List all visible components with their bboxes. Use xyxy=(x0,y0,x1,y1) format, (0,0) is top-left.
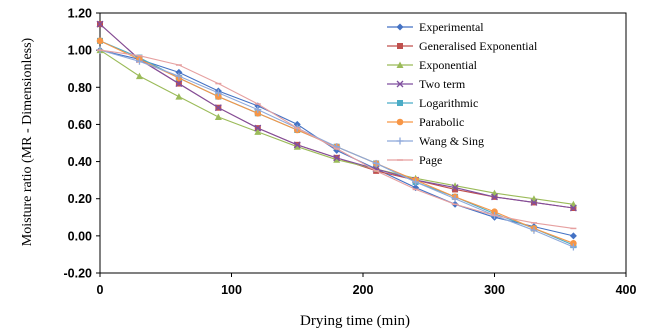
legend-item: Page xyxy=(387,153,442,167)
x-tick-label: 0 xyxy=(97,283,104,297)
data-point xyxy=(333,156,341,163)
legend-label: Two term xyxy=(419,77,466,91)
legend-label: Experimental xyxy=(419,20,484,34)
data-point xyxy=(254,106,262,114)
legend: Experimental Generalised Exponential Expon… xyxy=(387,20,538,167)
data-point xyxy=(372,159,380,167)
data-point xyxy=(452,186,459,193)
legend-item: Parabolic xyxy=(387,115,464,129)
data-point xyxy=(135,72,143,80)
data-point xyxy=(175,68,183,76)
data-point xyxy=(396,137,404,145)
data-point xyxy=(396,61,404,68)
data-point xyxy=(254,124,262,132)
series-line xyxy=(99,49,574,229)
data-point xyxy=(175,80,183,88)
data-point xyxy=(254,109,262,117)
data-point xyxy=(175,93,183,100)
y-tick-label: 1.20 xyxy=(68,7,92,21)
data-point xyxy=(293,141,301,149)
data-point xyxy=(569,232,577,240)
data-point xyxy=(214,104,222,112)
data-point xyxy=(530,198,538,206)
data-point xyxy=(175,72,183,80)
axes: -0.20 0.00 0.20 0.40 0.60 0.80 1.00 1.20 0 100 200… xyxy=(64,7,637,298)
data-point xyxy=(569,204,577,212)
x-tick-label: 300 xyxy=(484,283,505,297)
legend-label: Parabolic xyxy=(419,115,464,129)
data-point xyxy=(293,143,301,150)
legend-label: Exponential xyxy=(419,58,478,72)
data-point xyxy=(530,226,538,234)
data-point xyxy=(397,43,403,49)
data-point xyxy=(333,154,341,162)
x-axis-title: Drying time (min) xyxy=(300,313,410,329)
series-exponential xyxy=(96,46,577,208)
y-tick-label: 0.00 xyxy=(68,229,92,243)
data-point xyxy=(96,37,104,45)
data-point xyxy=(451,184,459,192)
y-tick-label: -0.20 xyxy=(64,267,93,281)
series-line xyxy=(99,49,574,237)
data-point xyxy=(451,195,459,203)
x-tick-label: 200 xyxy=(353,283,374,297)
data-point xyxy=(570,239,577,247)
series-experimental xyxy=(96,46,577,240)
data-point xyxy=(396,118,404,126)
y-axis-title: Moisture ratio (MR - Dimensionless) xyxy=(20,37,35,246)
legend-item: Exponential xyxy=(387,58,478,72)
data-point xyxy=(412,178,420,186)
legend-item: Logarithmic xyxy=(387,96,478,110)
data-point xyxy=(491,193,498,201)
series-page xyxy=(97,49,577,230)
series-line xyxy=(99,40,574,244)
legend-item: Wang & Sing xyxy=(387,134,484,148)
data-point xyxy=(214,89,222,97)
legend-item: Two term xyxy=(387,77,466,91)
series-layer xyxy=(96,20,577,251)
legend-label: Logarithmic xyxy=(419,96,478,110)
data-point xyxy=(293,120,301,128)
data-point xyxy=(254,128,262,135)
data-point xyxy=(396,23,404,31)
x-tick-label: 400 xyxy=(616,283,637,297)
data-point xyxy=(96,20,104,28)
data-point xyxy=(569,243,577,251)
y-tick-label: 0.80 xyxy=(68,81,92,95)
y-tick-label: 0.40 xyxy=(68,155,92,169)
legend-item: Experimental xyxy=(387,20,484,34)
legend-item: Generalised Exponential xyxy=(387,39,538,53)
data-point xyxy=(491,208,498,216)
y-tick-label: 1.00 xyxy=(68,44,92,58)
legend-label: Wang & Sing xyxy=(419,134,484,148)
x-tick-label: 100 xyxy=(221,283,242,297)
y-tick-label: 0.20 xyxy=(68,192,92,206)
legend-label: Generalised Exponential xyxy=(419,39,538,53)
legend-label: Page xyxy=(419,153,442,167)
data-point xyxy=(397,100,403,106)
data-point xyxy=(135,57,143,65)
y-tick-label: 0.60 xyxy=(68,118,92,132)
data-point xyxy=(215,93,222,100)
data-point xyxy=(214,113,222,120)
data-point xyxy=(396,80,404,88)
